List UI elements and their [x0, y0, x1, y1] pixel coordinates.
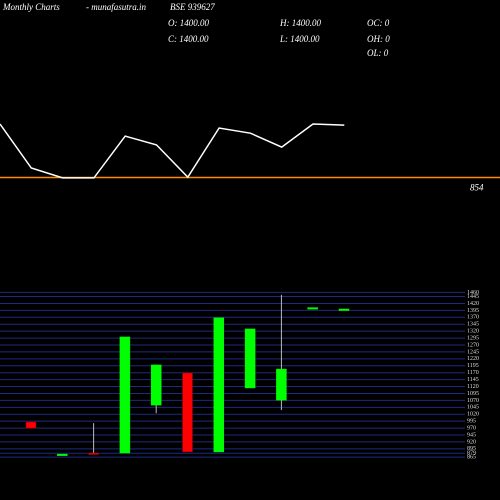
y-tick-label: 1320: [467, 329, 479, 335]
y-tick-label: 1395: [467, 308, 479, 314]
y-tick-label: 895: [467, 446, 476, 452]
open-label: O: 1400.00: [168, 18, 209, 28]
y-tick-label: 970: [467, 425, 476, 431]
low-label: L: 1400.00: [279, 34, 320, 44]
line-series: [0, 123, 345, 179]
y-tick-label: 1445: [467, 294, 479, 300]
y-tick-label: 865: [467, 455, 476, 461]
y-tick-label: 1120: [467, 384, 479, 390]
site: - munafasutra.in: [86, 2, 147, 12]
y-tick-label: 1195: [467, 363, 479, 369]
y-tick-label: 1145: [467, 377, 479, 383]
y-tick-label: 1270: [467, 342, 479, 348]
candle-body: [307, 307, 318, 310]
symbol: BSE 939627: [170, 2, 215, 12]
candle-body: [25, 421, 37, 429]
y-tick-label: 1370: [467, 315, 479, 321]
y-tick-label: 1420: [467, 301, 479, 307]
oc-label: OC: 0: [367, 18, 390, 28]
y-tick-label: 1295: [467, 335, 479, 341]
candle-body: [182, 372, 193, 453]
y-tick-label: 1245: [467, 349, 479, 355]
title: Monthly Charts: [2, 2, 60, 12]
y-tick-label: 1045: [467, 405, 479, 411]
high-label: H: 1400.00: [279, 18, 321, 28]
candle-body: [213, 317, 225, 453]
y-tick-label: 945: [467, 432, 476, 438]
y-tick-label: 1170: [467, 370, 479, 376]
y-tick-label: 1460: [467, 290, 479, 296]
y-tick-label: 879: [467, 451, 476, 457]
candle-body: [119, 336, 131, 454]
candle-body: [150, 364, 162, 406]
y-tick-label: 1020: [467, 412, 479, 418]
close-label: C: 1400.00: [168, 34, 209, 44]
y-tick-label: 1345: [467, 322, 479, 328]
candle-body: [338, 308, 350, 311]
ol-label: OL: 0: [367, 48, 389, 58]
reference-label: 854: [470, 183, 484, 193]
y-tick-label: 1070: [467, 398, 479, 404]
y-tick-label: 920: [467, 439, 476, 445]
oh-label: OH: 0: [367, 34, 390, 44]
y-tick-label: 1095: [467, 391, 479, 397]
y-tick-label: 1220: [467, 356, 479, 362]
candle-body: [88, 452, 99, 455]
candle-body: [244, 328, 256, 389]
candle-body: [57, 453, 68, 456]
candle-body: [276, 368, 287, 401]
y-tick-label: 995: [467, 419, 476, 425]
